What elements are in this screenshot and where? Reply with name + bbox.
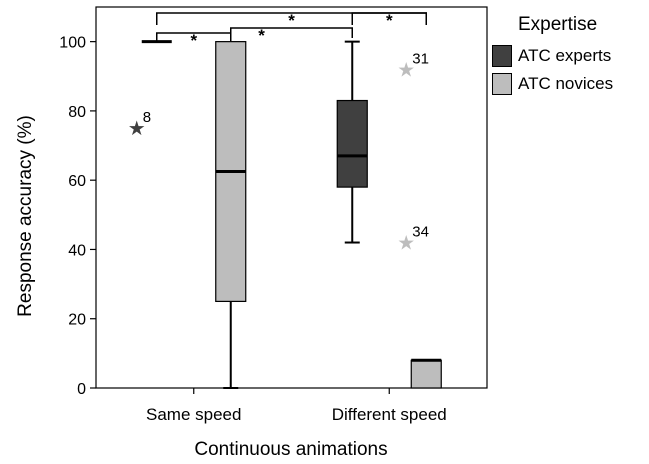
significance-bracket-4 [351, 12, 427, 25]
legend-title: Expertise [518, 14, 598, 35]
y-tick-label-40: 40 [68, 242, 86, 259]
outlier-label-atc-novices-different-speed-34: 34 [412, 224, 429, 241]
y-tick-label-100: 100 [59, 35, 86, 52]
outlier-atc-experts-same-speed-8: ★ [128, 118, 146, 140]
box-atc-novices-different-speed [410, 359, 442, 389]
x-tick-label-different-speed: Different speed [332, 405, 447, 424]
significance-label-4: * [386, 11, 393, 30]
significance-label-2: * [288, 11, 295, 30]
significance-bracket-3 [230, 27, 353, 38]
significance-label-3: * [258, 26, 265, 45]
y-tick-label-20: 20 [68, 312, 86, 329]
legend-item-atc-novices: ATC novices [492, 70, 642, 98]
plot-frame [95, 6, 488, 389]
x-tick-label-same-speed: Same speed [146, 405, 241, 424]
y-tick-label-80: 80 [68, 104, 86, 121]
outlier-label-atc-novices-different-speed-31: 31 [412, 50, 429, 67]
legend-item-atc-experts: ATC experts [492, 42, 642, 70]
x-axis-title: Continuous animations [194, 439, 387, 460]
legend-swatch-atc-novices [492, 73, 512, 95]
y-tick-label-60: 60 [68, 173, 86, 190]
significance-label-1: * [190, 31, 197, 50]
y-axis-title: Response accuracy (%) [15, 115, 36, 317]
legend: Expertise ATC experts ATC novices [492, 14, 642, 98]
y-tick-label-0: 0 [77, 381, 86, 398]
outlier-atc-novices-different-speed-34: ★ [397, 233, 415, 255]
outlier-atc-novices-different-speed-31: ★ [397, 59, 415, 81]
legend-label-atc-novices: ATC novices [518, 74, 614, 93]
legend-swatch-atc-experts [492, 45, 512, 67]
box-atc-experts-different-speed [336, 99, 368, 188]
outlier-label-atc-experts-same-speed-8: 8 [143, 109, 151, 126]
legend-label-atc-experts: ATC experts [518, 46, 612, 65]
